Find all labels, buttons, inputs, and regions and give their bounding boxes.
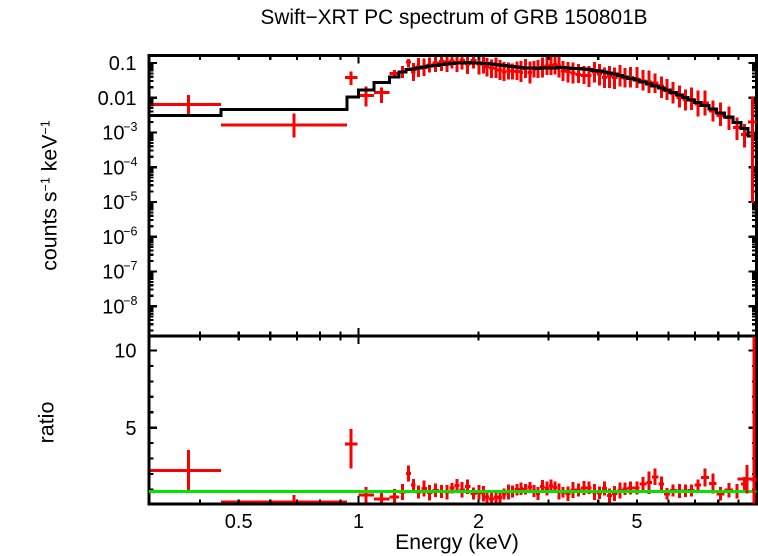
svg-text:−6: −6 [123,224,137,238]
svg-text:10: 10 [102,296,124,318]
svg-text:0.1: 0.1 [109,53,137,75]
svg-text:−4: −4 [123,155,137,169]
svg-text:0.01: 0.01 [98,88,137,110]
svg-text:0.5: 0.5 [225,511,253,533]
svg-text:Energy (keV): Energy (keV) [395,531,519,554]
svg-text:10: 10 [102,123,124,145]
svg-text:1: 1 [353,511,364,533]
svg-text:ratio: ratio [35,402,59,444]
svg-text:2: 2 [473,511,484,533]
svg-text:−8: −8 [123,294,137,308]
svg-text:10: 10 [102,192,124,214]
svg-text:10: 10 [114,341,136,363]
svg-text:Swift−XRT PC spectrum of GRB 1: Swift−XRT PC spectrum of GRB 150801B [260,6,647,29]
svg-text:10: 10 [102,157,124,179]
svg-text:counts s−1 keV−1: counts s−1 keV−1 [38,120,62,271]
svg-text:−5: −5 [123,190,137,204]
svg-text:−3: −3 [123,120,137,134]
svg-text:5: 5 [631,511,642,533]
svg-text:10: 10 [102,262,124,284]
svg-text:−7: −7 [123,259,137,273]
svg-text:10: 10 [102,227,124,249]
svg-text:5: 5 [125,418,136,440]
